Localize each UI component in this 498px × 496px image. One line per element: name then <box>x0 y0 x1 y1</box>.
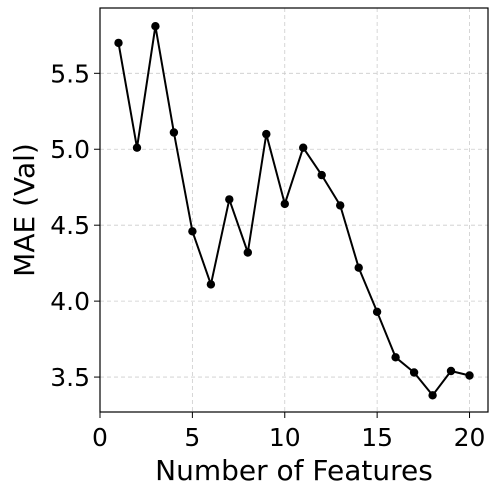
y-tick-label: 4.5 <box>50 211 90 240</box>
plot-frame <box>99 7 489 413</box>
data-point <box>243 248 252 257</box>
x-tick-label: 5 <box>184 423 200 452</box>
x-tick-label: 0 <box>92 423 108 452</box>
data-point <box>114 38 123 48</box>
y-tick-label: 3.5 <box>50 363 90 392</box>
data-point <box>317 170 326 180</box>
data-point <box>299 143 308 152</box>
data-point <box>446 366 456 376</box>
y-tick-label: 5.0 <box>50 135 90 164</box>
y-axis-label: MAE (Val) <box>8 143 41 277</box>
y-tick-label: 4.0 <box>50 287 90 316</box>
data-point <box>372 307 382 316</box>
x-tick-label: 15 <box>361 423 393 452</box>
data-point <box>354 263 363 272</box>
x-tick-label: 10 <box>269 423 301 452</box>
data-point <box>151 22 160 31</box>
data-point <box>465 371 474 380</box>
data-point <box>188 227 197 236</box>
data-point <box>169 128 179 137</box>
series-line <box>117 25 470 397</box>
y-tick-label: 5.5 <box>50 59 90 88</box>
data-point <box>428 391 437 400</box>
data-point <box>262 129 271 139</box>
x-tick-label: 20 <box>454 423 486 452</box>
series-layer <box>114 22 474 400</box>
data-point <box>280 199 289 209</box>
data-point <box>336 201 345 210</box>
data-point <box>225 195 234 204</box>
data-point <box>206 280 216 289</box>
tick-layer: 0 5 10 15 20 3.5 4.0 4.5 5.0 5.5 <box>50 59 485 452</box>
grid-layer <box>99 8 488 412</box>
x-axis-label: Number of Features <box>155 454 433 487</box>
data-point <box>409 368 419 377</box>
data-point <box>391 353 400 362</box>
data-point <box>132 143 142 152</box>
